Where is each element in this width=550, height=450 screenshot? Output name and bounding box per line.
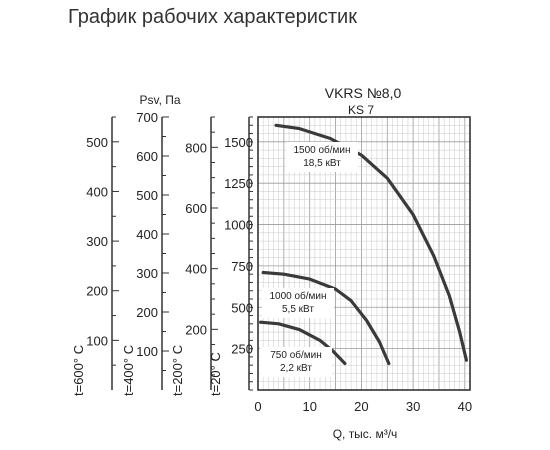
series-power-label: 5,5 кВт: [282, 304, 314, 315]
chart-axes: 0 10 20 30 40 250 500 750 1000 1250 1500: [224, 116, 472, 414]
series-label-bg: [286, 142, 358, 172]
secondary-axis-tick-label: 500: [136, 188, 158, 203]
series-label: 750 об/мин: [270, 349, 322, 361]
secondary-axis-label: t=400° C: [121, 345, 136, 396]
y-tick-label: 1250: [224, 176, 253, 191]
series-line-2: [261, 270, 391, 366]
x-tick-label: 20: [354, 399, 368, 414]
plot-frame: [257, 116, 471, 391]
series-label: 1500 об/мин: [293, 144, 350, 156]
secondary-axis-label: t=20° C: [208, 352, 223, 396]
y-axis-label: Psv, Па: [139, 93, 180, 107]
secondary-axis-tick-label: 500: [86, 135, 108, 150]
secondary-axis-tick-label: 200: [136, 305, 158, 320]
page-title: График рабочих характеристик: [68, 6, 357, 28]
x-axis-label: Q, тыс. м³/ч: [333, 427, 398, 441]
x-tick-label: 10: [302, 399, 316, 414]
chart-series: 1500 об/мин 18,5 кВт 1000 об/мин 5,5 кВт 750…: [259, 123, 468, 377]
secondary-axis-tick-label: 100: [136, 344, 158, 359]
secondary-axis-tick-label: 400: [86, 184, 108, 199]
series-label-bg: [260, 347, 332, 377]
series-label-bg: [262, 288, 334, 318]
series-label: 1000 об/мин: [269, 290, 326, 302]
secondary-axis-tick-label: 400: [185, 262, 207, 277]
secondary-axis-tick-label: 300: [86, 234, 108, 249]
y-tick-label: 750: [231, 259, 253, 274]
chart-subtitle: KS 7: [348, 103, 374, 117]
secondary-axis-tick-label: 600: [185, 201, 207, 216]
secondary-axis-label: t=600° C: [71, 345, 86, 396]
secondary-axis-tick-label: 200: [86, 284, 108, 299]
x-tick-label: 0: [254, 399, 261, 414]
y-tick-label: 1500: [224, 135, 253, 150]
secondary-axis-tick-label: 400: [136, 227, 158, 242]
secondary-axis-tick-label: 300: [136, 266, 158, 281]
secondary-axis-tick-label: 600: [136, 149, 158, 164]
x-tick-label: 40: [458, 399, 472, 414]
secondary-axis-tick-label: 700: [136, 110, 158, 125]
series-power-label: 2,2 кВт: [280, 363, 312, 374]
y-tick-label: 500: [231, 300, 253, 315]
secondary-axis-tick-label: 800: [185, 140, 207, 155]
x-tick-label: 30: [406, 399, 420, 414]
series-line-1: [274, 123, 468, 362]
y-tick-label: 250: [231, 342, 253, 357]
secondary-axis-tick-label: 100: [86, 333, 108, 348]
series-power-label: 18,5 кВт: [303, 158, 341, 169]
y-tick-label: 1000: [224, 218, 253, 233]
secondary-axis-tick-label: 200: [185, 322, 207, 337]
secondary-axis-label: t=200° C: [170, 345, 185, 396]
series-line-3: [259, 320, 347, 366]
chart-title: VKRS №8,0: [325, 85, 402, 101]
